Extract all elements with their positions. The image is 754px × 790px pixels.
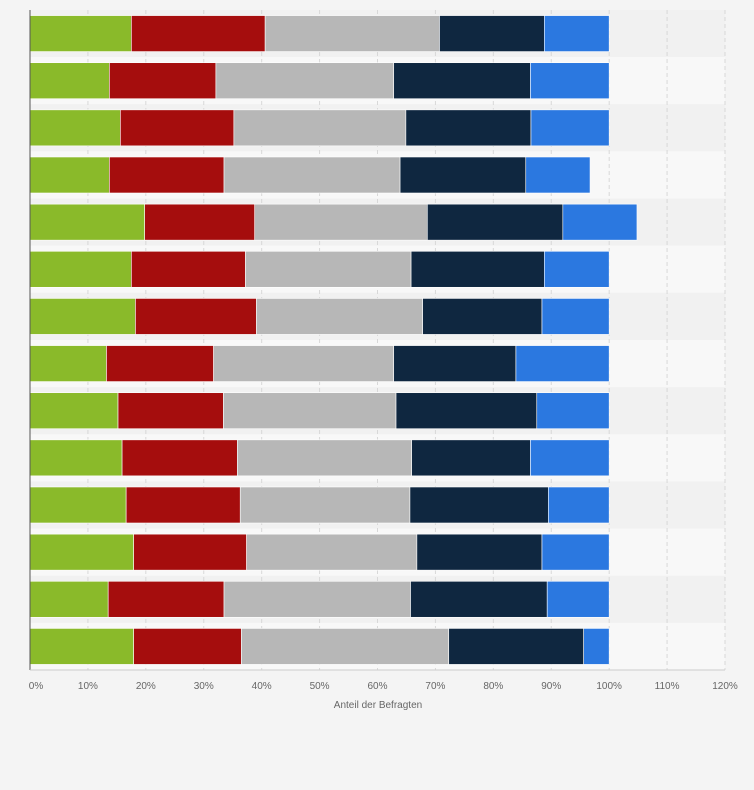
bar-segment [215,62,395,100]
bar-segment [29,533,134,571]
bar-segment [256,298,423,335]
bar-segment [405,109,532,147]
bar-segment [107,580,225,618]
bar-segment [29,628,134,665]
bar-segment [422,298,543,335]
x-tick-label: 40% [252,681,272,692]
bar-segment [543,250,610,288]
bar-segment [409,486,549,524]
bar-segment [543,15,610,52]
bar-segment [410,250,545,288]
bar-segment [109,156,225,194]
bar-segment [29,392,119,430]
bar-segment [264,15,440,52]
bar-segment [121,439,238,477]
bars [29,15,638,665]
x-tick-label: 20% [136,681,156,692]
x-tick-label: 60% [367,681,387,692]
bar-segment [213,345,395,382]
bar-segment [133,628,242,665]
bar-segment [131,15,266,52]
bar-segment [223,156,401,194]
bar-segment [29,15,132,52]
bar-segment [133,533,247,571]
bar-segment [109,62,217,100]
bar-segment [246,533,418,571]
bar-segment [515,345,610,382]
x-tick-labels: 0% 10% 20% 30% 40% 50% 60% 70% 80% 90% 100% 110% 120… [29,681,738,692]
bar-segment [530,439,610,477]
bar-segment [29,109,121,147]
axes [29,10,725,671]
bar-segment [530,62,610,100]
x-axis-title: Anteil der Befragten [334,700,422,711]
x-tick-label: 70% [425,681,445,692]
bar-segment [29,439,123,477]
bar-segment [135,298,257,335]
bar-segment [144,203,256,241]
bar-segment [393,62,531,100]
bar-segment [541,298,610,335]
bar-segment [562,203,638,241]
bar-segment [546,580,610,618]
bar-segment [120,109,235,147]
bar-segment [536,392,610,430]
bar-segment [29,250,132,288]
x-tick-label: 110% [655,681,680,692]
bar-segment [29,345,107,382]
bar-segment [448,628,584,665]
x-tick-label: 100% [596,681,622,692]
bar-segment [583,628,610,665]
bar-segment [29,156,110,194]
bar-segment [411,439,531,477]
bar-segment [223,392,397,430]
bar-segment [416,533,543,571]
bar-segment [125,486,241,524]
bar-segment [117,392,224,430]
bar-segment [530,109,610,147]
bar-segment [395,392,538,430]
bar-segment [254,203,428,241]
bar-segment [548,486,610,524]
bar-segment [245,250,412,288]
bar-segment [439,15,545,52]
bar-segment [29,298,136,335]
x-tick-label: 50% [310,681,330,692]
bar-segment [29,486,127,524]
bar-segment [237,439,412,477]
bar-segment [399,156,527,194]
bar-segment [427,203,564,241]
bar-segment [410,580,548,618]
x-tick-label: 30% [194,681,214,692]
bar-segment [393,345,517,382]
bar-segment [106,345,214,382]
x-tick-label: 80% [483,681,503,692]
bar-segment [29,62,110,100]
x-tick-label: 90% [541,681,561,692]
bar-segment [29,203,145,241]
bar-segment [29,580,109,618]
bar-segment [233,109,407,147]
bar-segment [525,156,591,194]
bar-segment [541,533,610,571]
bar-segment [241,628,450,665]
x-tick-label: 10% [78,681,98,692]
x-tick-label: 0% [29,681,44,692]
bar-segment [223,580,411,618]
bar-segment [131,250,246,288]
bar-segment [239,486,411,524]
x-tick-label: 120% [712,681,738,692]
